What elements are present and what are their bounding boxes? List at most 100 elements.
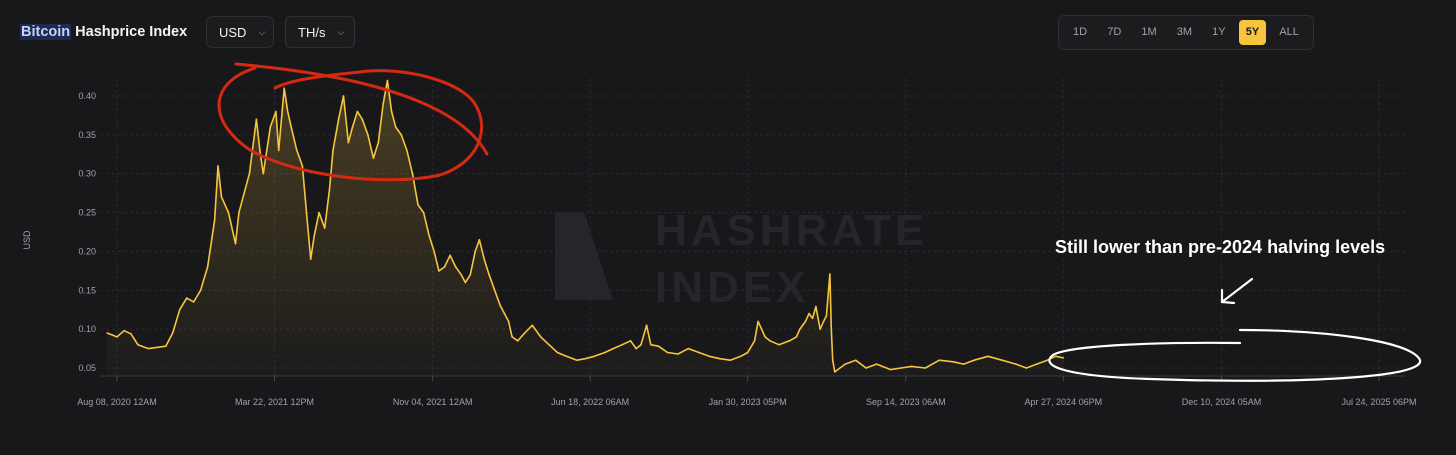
time-range-selector: 1D 7D 1M 3M 1Y 5Y ALL <box>1058 15 1314 50</box>
data-point <box>301 165 304 167</box>
data-point <box>328 188 331 191</box>
data-point <box>795 336 798 338</box>
x-tick-label: Aug 08, 2020 12AM <box>77 397 157 407</box>
data-point <box>973 359 975 362</box>
data-point <box>753 340 756 342</box>
y-axis-label: USD <box>22 230 32 250</box>
y-tick-label: 0.35 <box>78 130 96 140</box>
data-point <box>342 95 345 97</box>
data-point <box>687 347 690 350</box>
data-point <box>255 118 258 121</box>
data-point <box>400 134 403 136</box>
data-point <box>650 343 652 346</box>
x-tick-label: Sep 14, 2023 06AM <box>866 397 946 407</box>
data-point <box>275 110 277 113</box>
range-1m-button[interactable]: 1M <box>1141 26 1157 38</box>
data-point <box>428 235 431 237</box>
data-point <box>844 363 846 365</box>
page-title: Bitcoin Hashprice Index <box>20 24 187 40</box>
data-point <box>283 87 286 89</box>
data-point <box>548 343 550 346</box>
data-point <box>130 333 132 335</box>
x-tick-label: Nov 04, 2021 12AM <box>393 397 473 407</box>
series-line <box>106 79 1064 373</box>
data-point <box>286 110 289 113</box>
data-point <box>478 239 481 241</box>
x-tick-label: Jun 18, 2022 06AM <box>551 397 629 407</box>
watermark-logo-icon <box>555 212 613 300</box>
range-all-button[interactable]: ALL <box>1279 26 1299 38</box>
range-1d-button[interactable]: 1D <box>1073 26 1088 38</box>
data-point <box>248 172 251 175</box>
data-point <box>351 126 354 128</box>
data-point <box>938 359 941 362</box>
data-point <box>516 340 519 342</box>
arrow-icon <box>1220 277 1254 305</box>
data-point <box>900 367 902 369</box>
data-point <box>677 353 679 355</box>
data-point <box>825 315 828 317</box>
data-point <box>123 329 125 332</box>
data-point <box>757 320 759 323</box>
range-5y-button[interactable]: 5Y <box>1238 20 1267 45</box>
data-point <box>698 351 700 354</box>
range-1y-button[interactable]: 1Y <box>1212 26 1226 38</box>
y-tick-label: 0.15 <box>78 285 96 295</box>
data-point <box>811 317 814 320</box>
data-point <box>474 250 477 253</box>
y-tick-label: 0.25 <box>78 208 96 218</box>
data-point <box>483 258 486 261</box>
data-point <box>819 328 821 330</box>
unit-value: TH/s <box>298 24 326 40</box>
watermark: HASHRATE INDEX <box>555 206 924 312</box>
unit-dropdown[interactable]: TH/s ⌵ <box>285 16 355 48</box>
data-point <box>411 172 414 175</box>
data-point <box>952 361 954 363</box>
range-3m-button[interactable]: 3M <box>1176 26 1193 38</box>
data-point <box>259 149 261 152</box>
data-point <box>367 134 369 136</box>
data-point <box>377 141 380 144</box>
data-point <box>269 126 272 128</box>
data-point <box>309 258 312 261</box>
data-point <box>318 211 320 214</box>
data-point <box>507 320 510 323</box>
data-point <box>531 324 534 327</box>
data-point <box>854 359 857 362</box>
data-point <box>788 340 791 342</box>
data-point <box>865 367 867 369</box>
data-point <box>206 266 209 268</box>
data-point <box>604 351 606 354</box>
data-point <box>406 149 408 152</box>
data-point <box>829 273 831 275</box>
data-point <box>438 270 440 272</box>
data-point <box>460 273 463 276</box>
data-point <box>417 204 419 206</box>
data-point <box>831 359 834 362</box>
data-point <box>1046 359 1049 362</box>
y-tick-label: 0.40 <box>78 91 96 101</box>
data-point <box>1036 363 1038 365</box>
data-point <box>165 345 167 348</box>
data-point <box>192 301 195 303</box>
data-point <box>323 227 326 229</box>
data-point <box>764 336 766 338</box>
y-tick-label: 0.10 <box>78 324 96 334</box>
data-point <box>511 336 513 338</box>
data-point <box>503 312 506 315</box>
data-point <box>629 340 632 342</box>
data-point <box>666 351 669 354</box>
data-point <box>493 289 496 292</box>
data-point <box>296 149 298 152</box>
y-tick-label: 0.20 <box>78 246 96 256</box>
data-point <box>382 103 385 105</box>
data-point <box>217 165 219 167</box>
data-point <box>621 343 623 346</box>
data-point <box>220 196 223 198</box>
data-point <box>433 250 435 253</box>
data-point <box>834 371 836 373</box>
range-7d-button[interactable]: 7D <box>1107 26 1122 38</box>
currency-dropdown[interactable]: USD ⌵ <box>206 16 274 48</box>
data-point <box>815 305 817 308</box>
data-point <box>1025 367 1028 369</box>
